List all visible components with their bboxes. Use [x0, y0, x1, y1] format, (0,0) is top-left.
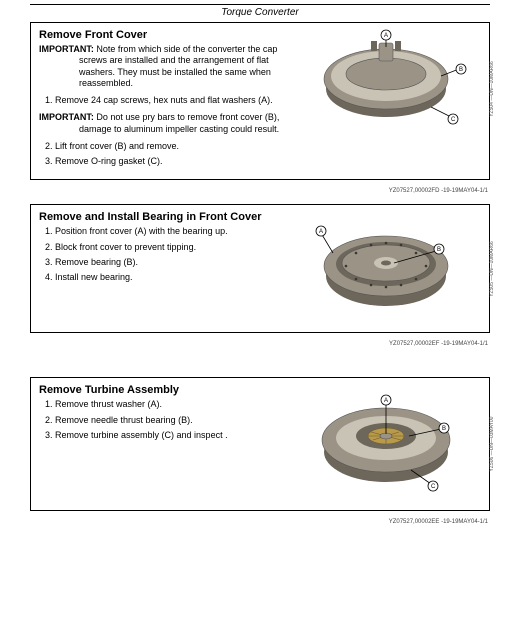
- section-remove-front-cover: Remove Front Cover IMPORTANT: Note from …: [30, 22, 490, 180]
- section3-text: Remove Turbine Assembly Remove thrust wa…: [39, 384, 289, 447]
- section2-step3: Remove bearing (B).: [55, 257, 289, 268]
- important-label: IMPORTANT:: [39, 44, 94, 54]
- section2-steps: Position front cover (A) with the bearin…: [39, 226, 289, 283]
- torque-converter-figure-1: A B C: [301, 29, 471, 149]
- section2-side-caption: YZ505 —UN—10MAR66: [489, 241, 495, 297]
- section3-step2: Remove needle thrust bearing (B).: [55, 415, 289, 426]
- section2-step1: Position front cover (A) with the bearin…: [55, 226, 289, 237]
- section-turbine: Remove Turbine Assembly Remove thrust wa…: [30, 377, 490, 511]
- callout-a: A: [384, 33, 388, 39]
- section2-figure: A B YZ505 —UN—10MAR66: [301, 211, 481, 326]
- callout-b: B: [459, 67, 463, 73]
- important-label: IMPORTANT:: [39, 112, 94, 122]
- section1-title: Remove Front Cover: [39, 29, 289, 41]
- section2-footer-code: YZ07527,00002EF -19-19MAY04-1/1: [30, 341, 488, 347]
- section2-step4: Install new bearing.: [55, 272, 289, 283]
- section2-text: Remove and Install Bearing in Front Cove…: [39, 211, 289, 289]
- section3-footer-code: YZ07527,00002EE -19-19MAY04-1/1: [30, 519, 488, 525]
- section1-important1: IMPORTANT: Note from which side of the c…: [39, 44, 289, 89]
- section1-figure: A B C YZ504 —UN—10MAR66: [301, 29, 481, 149]
- page-title: Torque Converter: [30, 5, 490, 22]
- section3-figure: A B C YZ506 —UN—03MAY00: [301, 384, 481, 504]
- callout-b: B: [437, 247, 441, 253]
- callout-c: C: [451, 117, 456, 123]
- section2-title: Remove and Install Bearing in Front Cove…: [39, 211, 289, 223]
- section1-step3: Remove O-ring gasket (C).: [55, 156, 289, 167]
- section1-step1: Remove 24 cap screws, hex nuts and flat …: [55, 95, 289, 106]
- section3-title: Remove Turbine Assembly: [39, 384, 289, 396]
- section1-important2: IMPORTANT: Do not use pry bars to remove…: [39, 112, 289, 135]
- section2-step2: Block front cover to prevent tipping.: [55, 242, 289, 253]
- section3-step1: Remove thrust washer (A).: [55, 399, 289, 410]
- page: Torque Converter Remove Front Cover IMPO…: [0, 0, 510, 525]
- callout-a: A: [319, 229, 323, 235]
- section3-side-caption: YZ506 —UN—03MAY00: [489, 417, 495, 472]
- section3-step3: Remove turbine assembly (C) and inspect …: [55, 430, 289, 441]
- important2-text: Do not use pry bars to remove front cove…: [79, 112, 279, 133]
- section1-text: Remove Front Cover IMPORTANT: Note from …: [39, 29, 289, 173]
- spacer: [30, 357, 490, 377]
- section1-footer-code: YZ07527,00002FD -19-19MAY04-1/1: [30, 188, 488, 194]
- callout-b: B: [442, 426, 446, 432]
- section3-steps: Remove thrust washer (A). Remove needle …: [39, 399, 289, 441]
- section1-steps-a: Remove 24 cap screws, hex nuts and flat …: [39, 95, 289, 106]
- section1-steps-b: Lift front cover (B) and remove. Remove …: [39, 141, 289, 168]
- section-bearing: Remove and Install Bearing in Front Cove…: [30, 204, 490, 333]
- important1-text: Note from which side of the converter th…: [79, 44, 277, 88]
- section1-step2: Lift front cover (B) and remove.: [55, 141, 289, 152]
- callout-a: A: [384, 398, 388, 404]
- section1-side-caption: YZ504 —UN—10MAR66: [489, 61, 495, 117]
- callout-c: C: [431, 484, 436, 490]
- torque-converter-figure-2: A B: [301, 211, 471, 326]
- torque-converter-figure-3: A B C: [301, 384, 471, 504]
